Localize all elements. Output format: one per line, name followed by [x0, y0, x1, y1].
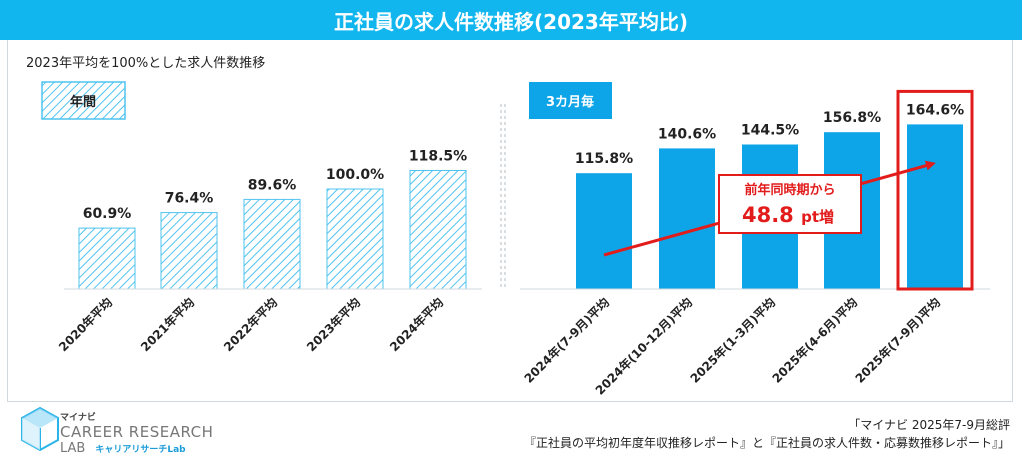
category-label-9: 2025年(7-9月)平均 [852, 295, 943, 386]
chart-panel [7, 40, 1013, 402]
category-label-4: 2024年平均 [386, 295, 446, 355]
bar-6 [659, 148, 715, 289]
bar-4 [409, 170, 467, 290]
category-label-7: 2025年(1-3月)平均 [687, 295, 778, 386]
data-label-1: 76.4% [165, 191, 214, 207]
logo-line2-row: LAB キャリアリサーチLab [60, 441, 213, 456]
legend-annual-swatch [41, 81, 126, 120]
annotation-box [718, 174, 862, 234]
highlight-box [896, 89, 974, 291]
data-label-0: 60.9% [83, 206, 132, 222]
category-label-2: 2022年平均 [220, 295, 280, 355]
bar-9 [907, 124, 963, 290]
category-label-5: 2024年(7-9月)平均 [521, 295, 612, 386]
chart-subtitle: 2023年平均を100%とした求人件数推移 [26, 56, 266, 71]
annotation-unit: pt増 [801, 208, 834, 226]
source-note: 「マイナビ 2025年7-9月総評 『正社員の平均初年度年収推移レポート』と『正… [524, 416, 1010, 452]
data-label-7: 144.5% [741, 123, 799, 139]
category-label-8: 2025年(4-6月)平均 [769, 295, 860, 386]
data-label-5: 115.8% [575, 151, 633, 167]
category-label-0: 2020年平均 [55, 295, 115, 355]
data-label-2: 89.6% [248, 177, 297, 193]
data-label-3: 100.0% [326, 167, 384, 183]
brand-logo: マイナビ CAREER RESEARCH LAB キャリアリサーチLab [60, 410, 213, 456]
data-label-8: 156.8% [823, 110, 881, 126]
bar-5 [576, 173, 632, 289]
source-line2: 『正社員の平均初年度年収推移レポート』と『正社員の求人件数・応募数推移レポート』… [523, 436, 1010, 450]
bar-1 [160, 212, 218, 290]
legend-quarterly-swatch [529, 82, 612, 119]
annotation-value: 48.8 [742, 203, 801, 227]
bar-0 [78, 227, 136, 290]
annotation-line2: 48.8 pt増 [742, 203, 834, 227]
category-label-6: 2024年(10-12月)平均 [592, 295, 695, 398]
data-label-4: 118.5% [409, 149, 467, 165]
bar-2 [243, 198, 301, 290]
page-title: 正社員の求人件数推移(2023年平均比) [0, 0, 1022, 40]
logo-line2: LAB [60, 441, 86, 456]
annotation-line1: 前年同時期から [744, 182, 835, 198]
source-line1: 「マイナビ 2025年7-9月総評 [848, 418, 1010, 432]
logo-sub: キャリアリサーチLab [95, 445, 186, 455]
data-label-6: 140.6% [658, 126, 716, 142]
category-label-1: 2021年平均 [137, 295, 197, 355]
logo-kana: マイナビ [60, 413, 96, 423]
data-label-9: 164.6% [906, 102, 964, 118]
bar-3 [326, 188, 384, 290]
cube-logo-icon [21, 406, 59, 452]
logo-line1: CAREER RESEARCH [60, 423, 214, 441]
category-label-3: 2023年平均 [303, 295, 363, 355]
legend-annual-label: 年間 [70, 94, 96, 110]
legend-quarterly-label: 3カ月毎 [546, 94, 594, 110]
